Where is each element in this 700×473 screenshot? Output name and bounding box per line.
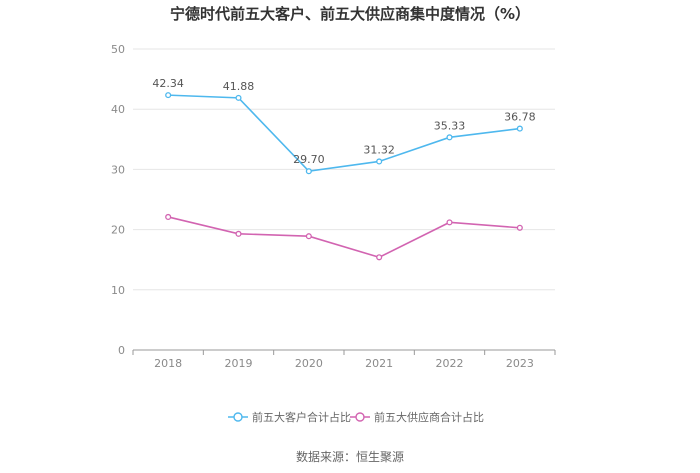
y-axis-ticks: 0 10 20 30 40 50 xyxy=(111,43,125,357)
y-tick-label: 0 xyxy=(118,344,125,357)
data-point xyxy=(446,134,453,141)
x-tick-label: 2022 xyxy=(436,357,464,370)
data-point xyxy=(376,158,383,165)
grid-lines xyxy=(133,48,555,291)
x-tick-label: 2018 xyxy=(154,357,182,370)
x-tick-label: 2021 xyxy=(365,357,393,370)
data-labels: 42.34 41.88 29.70 31.32 35.33 36.78 xyxy=(152,77,535,166)
data-point xyxy=(305,168,312,175)
data-point xyxy=(516,125,523,132)
data-point xyxy=(165,213,172,221)
x-tick-label: 2020 xyxy=(295,357,323,370)
series-line xyxy=(168,94,520,173)
series-line xyxy=(167,216,520,259)
legend: 前五大客户合计占比 前五大供应商合计占比 xyxy=(228,410,484,424)
data-point xyxy=(235,94,242,101)
data-label: 41.88 xyxy=(223,80,255,93)
data-point xyxy=(516,224,523,231)
data-point xyxy=(235,230,242,237)
legend-label: 前五大供应商合计占比 xyxy=(374,410,484,424)
legend-marker xyxy=(355,412,365,422)
y-tick-label: 50 xyxy=(111,43,125,56)
y-tick-label: 20 xyxy=(111,224,125,237)
data-label: 29.70 xyxy=(293,153,325,166)
data-label: 31.32 xyxy=(363,143,395,156)
x-tick-label: 2019 xyxy=(225,357,253,370)
x-tick-label: 2023 xyxy=(506,357,534,370)
y-tick-label: 10 xyxy=(111,284,125,297)
chart-title: 宁德时代前五大客户、前五大供应商集中度情况（%） xyxy=(169,5,531,23)
data-source: 数据来源：恒生聚源 xyxy=(295,450,404,464)
data-label: 35.33 xyxy=(434,119,466,132)
data-point xyxy=(446,219,453,226)
data-point xyxy=(305,233,312,240)
y-tick-label: 40 xyxy=(111,103,125,116)
y-tick-label: 30 xyxy=(111,163,125,176)
data-point xyxy=(376,254,383,261)
series-group xyxy=(165,92,523,261)
legend-label: 前五大客户合计占比 xyxy=(252,410,351,424)
x-axis: 2018 2019 2020 2021 2022 2023 xyxy=(132,349,556,370)
data-point xyxy=(165,92,172,99)
data-label: 42.34 xyxy=(152,77,184,90)
data-label: 36.78 xyxy=(504,111,536,124)
legend-marker xyxy=(233,412,243,422)
